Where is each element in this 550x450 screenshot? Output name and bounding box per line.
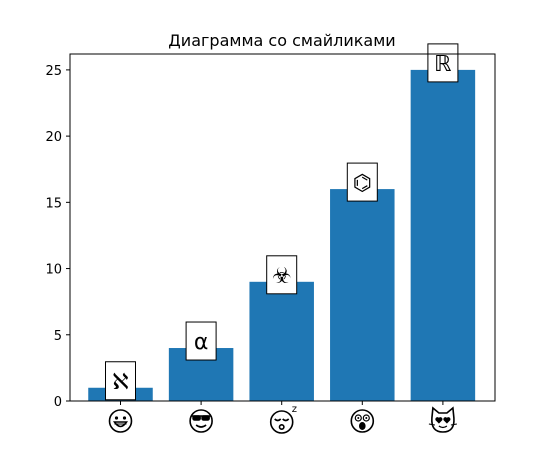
y-tick-label: 25 [45,64,62,79]
bar-label-box [427,43,459,83]
bar-label: ⌬ [346,162,378,202]
y-tick-label: 10 [45,263,62,278]
chart-title: Диаграмма со смайликами [168,31,395,50]
sleeping-face-icon: z [269,404,297,434]
bar [410,69,476,401]
bar-label-text: ℵ [112,370,128,395]
bar-label-text: ☣ [272,264,292,289]
bar [249,281,314,401]
bar-label: ℝ [427,43,459,83]
bar-label: ☣ [266,255,298,295]
bar-label: α [185,321,217,361]
bar-label-box [185,321,217,361]
heart-eyes-cat-icon [428,406,457,433]
bar-label-text: α [194,330,209,355]
grinning-face-icon [108,409,133,433]
bar [330,189,395,401]
dizzy-face-icon [350,409,375,433]
sleep-z-icon: z [292,404,297,415]
bar-label: ℵ [105,361,136,401]
bar-label-box [266,255,298,295]
bar-label-text: ⌬ [353,171,372,196]
y-tick-label: 20 [45,130,62,145]
plot-frame [69,53,496,402]
sunglasses-face-icon [189,409,213,433]
bar-label-box [346,162,378,202]
bar-label-text: ℝ [434,52,451,77]
y-tick-label: 5 [54,329,62,344]
y-tick-label: 15 [45,196,62,211]
bar-label-box [105,361,136,401]
y-tick-label: 0 [54,395,62,410]
